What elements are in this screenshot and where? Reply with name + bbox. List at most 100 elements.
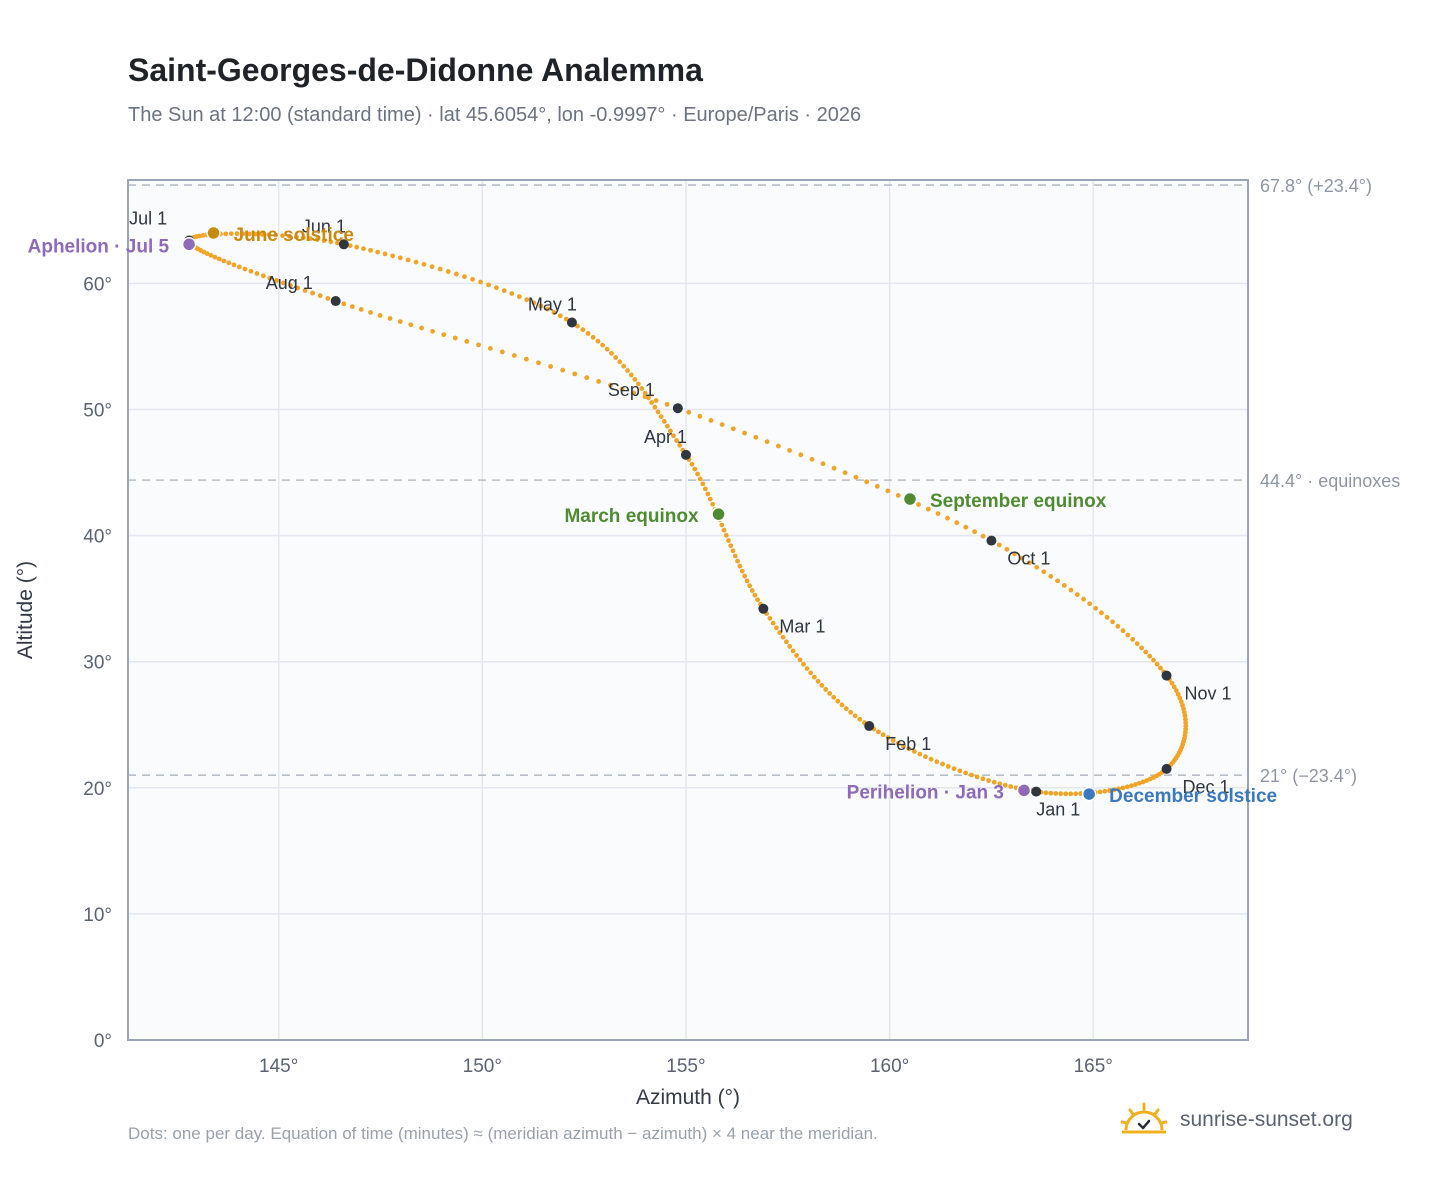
daily-dot [453, 271, 459, 277]
plot-area [128, 180, 1248, 1040]
daily-dot [216, 256, 222, 262]
daily-dot [705, 491, 711, 497]
daily-dot [777, 630, 783, 635]
daily-dot [302, 288, 308, 293]
daily-dot [560, 367, 566, 373]
event-marker [1016, 783, 1032, 798]
daily-dot [831, 694, 837, 700]
reference-line-label: 21° (−23.4°) [1260, 766, 1357, 786]
daily-dot [635, 381, 641, 387]
y-tick-label: 30° [83, 653, 112, 674]
event-label: September equinox [930, 491, 1107, 512]
daily-dot [1087, 601, 1093, 607]
daily-dot [221, 258, 227, 264]
daily-dot [787, 644, 793, 649]
daily-dot [273, 232, 279, 238]
daily-dot [996, 542, 1002, 548]
daily-dot [445, 269, 451, 274]
daily-dot [1027, 560, 1032, 566]
event-label: December solstice [1109, 786, 1277, 807]
daily-dot [1012, 551, 1017, 557]
daily-dot [523, 356, 529, 362]
daily-dot [300, 235, 306, 241]
daily-dot [310, 290, 315, 296]
daily-dot [997, 781, 1003, 787]
event-markers: June solstice Aphelion · Jul 5 March equin… [28, 225, 1277, 807]
daily-dot [462, 274, 467, 280]
x-tick-label: 165° [1074, 1056, 1113, 1077]
daily-dot [1116, 786, 1121, 792]
daily-dot [511, 353, 517, 358]
daily-dot [739, 568, 745, 574]
daily-dot [945, 515, 950, 521]
daily-dot [823, 687, 829, 692]
daily-dot [780, 634, 786, 640]
daily-dot [494, 285, 499, 291]
daily-dot [1043, 790, 1049, 796]
month-marker [1161, 670, 1172, 681]
daily-dot [730, 426, 736, 432]
daily-dot [321, 238, 327, 244]
daily-dot [437, 266, 443, 272]
daily-dot [808, 670, 814, 676]
daily-dot [695, 471, 700, 477]
daily-dot [1120, 628, 1126, 634]
daily-dot [253, 231, 259, 237]
daily-dot [1068, 791, 1074, 797]
daily-dot [652, 404, 658, 410]
daily-dot [390, 253, 396, 259]
daily-dot [1058, 791, 1064, 797]
daily-dot [1175, 691, 1181, 697]
daily-dot [288, 283, 293, 288]
daily-dot [1136, 780, 1142, 786]
event-marker [1081, 786, 1097, 802]
daily-dot [1034, 564, 1040, 570]
daily-dot [677, 442, 683, 448]
daily-dot [1048, 573, 1054, 579]
event-label: Perihelion · Jan 3 [847, 782, 1004, 803]
daily-dot [531, 300, 537, 306]
daily-dot [625, 368, 630, 373]
daily-dot [839, 702, 845, 708]
daily-dot [945, 764, 951, 769]
daily-dot [819, 682, 825, 688]
daily-dot [341, 301, 347, 307]
daily-dot [804, 666, 810, 672]
daily-dot [595, 338, 601, 344]
daily-dot [295, 285, 301, 291]
daily-dot [885, 735, 891, 741]
daily-dot [354, 244, 360, 250]
daily-dot [1068, 587, 1074, 593]
daily-dot [590, 334, 596, 340]
daily-dot [580, 327, 586, 333]
daily-dot [972, 529, 977, 535]
daily-dot [664, 401, 670, 407]
daily-dot [1133, 782, 1138, 787]
daily-dot [248, 268, 254, 274]
reference-lines: 67.8° (+23.4°) 44.4° · equinoxes 21° (−23.… [128, 176, 1400, 786]
daily-dot [835, 698, 841, 704]
axes: Azimuth (°) Altitude (°) [14, 561, 740, 1109]
daily-dot [752, 592, 758, 598]
daily-dot [744, 578, 750, 584]
brand-link[interactable]: sunrise-sunset.org [1118, 1100, 1353, 1140]
daily-dot [719, 422, 725, 428]
daily-dot [1055, 578, 1061, 584]
daily-dot [617, 359, 623, 365]
daily-dot [798, 452, 804, 458]
daily-dot [827, 691, 833, 696]
daily-dot [387, 316, 393, 321]
daily-dot [980, 776, 986, 782]
daily-dot [658, 414, 664, 420]
daily-dot [1177, 695, 1183, 701]
daily-dot [600, 342, 606, 348]
daily-dot [642, 390, 648, 396]
month-label: Jul 1 [129, 209, 167, 229]
daily-dot [228, 231, 234, 237]
y-tick-label: 60° [83, 274, 112, 295]
daily-dot [917, 751, 923, 757]
daily-dot [1110, 619, 1115, 625]
daily-dot [551, 310, 557, 315]
daily-dot [1019, 555, 1025, 561]
daily-dot [421, 261, 427, 267]
